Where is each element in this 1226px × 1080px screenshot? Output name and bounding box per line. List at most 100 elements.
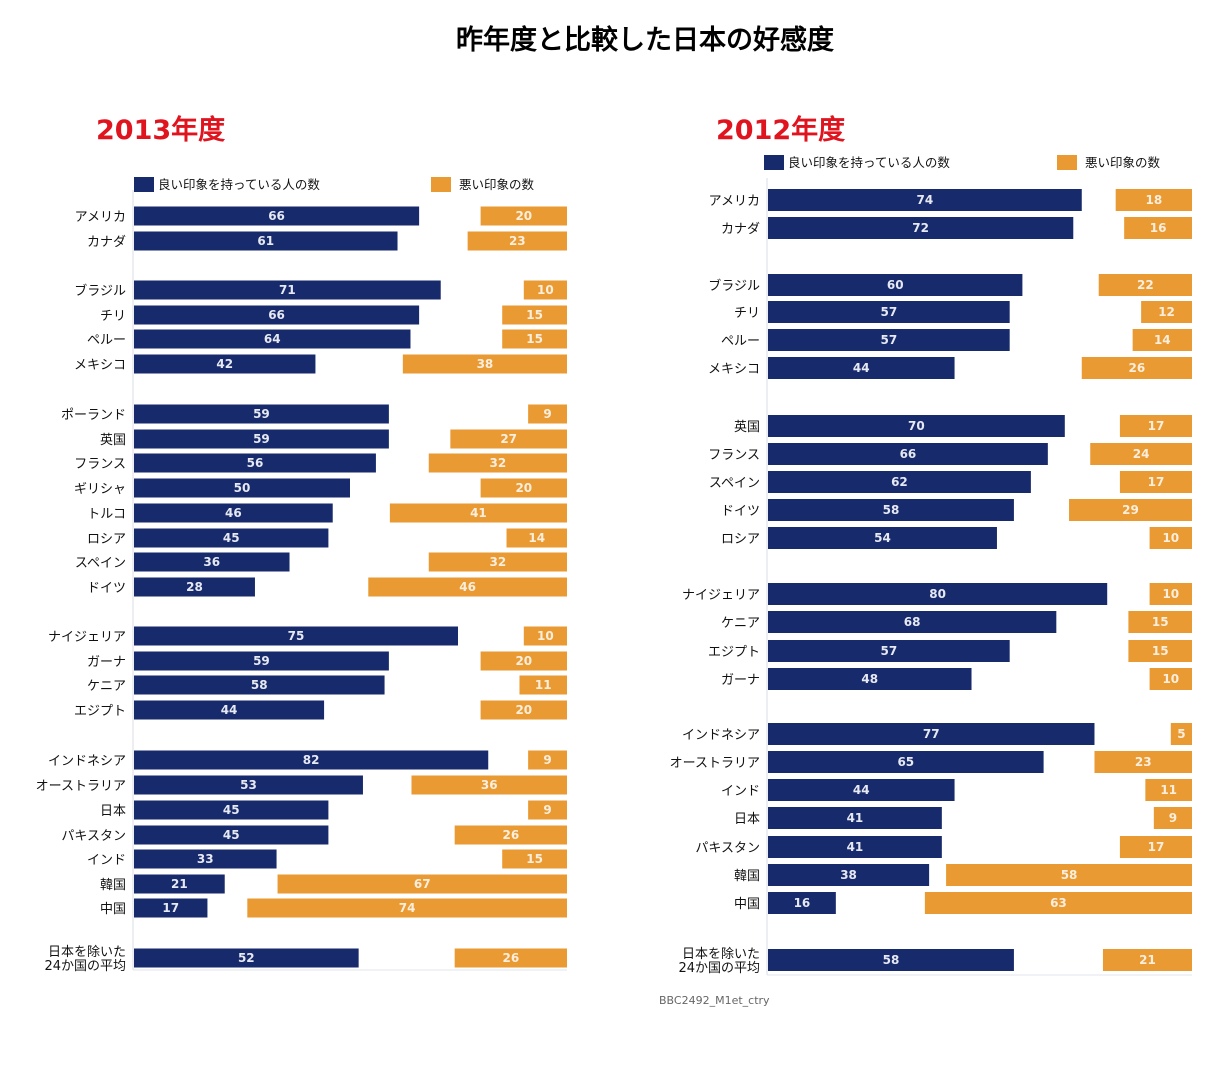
bar-negative (1090, 443, 1192, 465)
data-label-negative: 20 (515, 654, 532, 668)
data-label-positive: 48 (861, 672, 878, 686)
data-label-positive: 74 (917, 193, 934, 207)
bar-negative (1149, 583, 1192, 605)
bar-positive (134, 651, 389, 671)
category-label: スペイン (709, 476, 760, 491)
bar-positive (134, 478, 350, 498)
data-label-negative: 20 (515, 209, 532, 223)
category-label: エジプト (708, 645, 760, 660)
bar-negative (428, 552, 567, 572)
data-label-negative: 10 (537, 283, 554, 297)
bar-positive (768, 357, 955, 379)
data-label-positive: 59 (253, 654, 270, 668)
bar-positive (134, 825, 329, 845)
legend-swatch-negative (1057, 155, 1077, 170)
bar-negative (502, 329, 567, 349)
category-label: ペルー (87, 333, 126, 348)
bar-positive (768, 949, 1014, 971)
bar-positive (134, 626, 458, 646)
data-label-negative: 10 (1162, 672, 1179, 686)
data-label-positive: 54 (874, 531, 891, 545)
bar-positive (134, 503, 333, 523)
legend-label-positive: 良い印象を持っている人の数 (158, 177, 320, 192)
data-label-positive: 21 (171, 877, 188, 891)
data-label-positive: 44 (221, 703, 238, 717)
bar-negative (450, 429, 567, 449)
bar-positive (768, 443, 1048, 465)
data-label-negative: 23 (509, 234, 526, 248)
bar-positive (768, 611, 1057, 633)
data-label-negative: 10 (537, 629, 554, 643)
bar-positive (768, 583, 1108, 605)
data-label-positive: 62 (891, 475, 908, 489)
data-label-positive: 56 (247, 456, 264, 470)
category-label: ドイツ (87, 581, 126, 596)
category-label: 韓国 (734, 869, 760, 884)
bar-positive (134, 700, 325, 720)
bar-positive (134, 577, 255, 597)
data-label-positive: 72 (912, 221, 929, 235)
data-label-negative: 9 (543, 407, 551, 421)
bar-negative (506, 528, 567, 548)
category-label: ブラジル (708, 278, 760, 294)
bar-positive (134, 404, 389, 424)
data-label-positive: 53 (240, 778, 257, 792)
bar-positive (134, 898, 208, 918)
data-label-negative: 5 (1177, 727, 1185, 741)
bar-positive (134, 948, 359, 968)
data-label-positive: 80 (929, 587, 946, 601)
data-label-negative: 29 (1122, 503, 1139, 517)
data-label-positive: 33 (197, 852, 214, 866)
data-label-negative: 58 (1061, 868, 1078, 882)
bar-positive (134, 750, 489, 770)
data-label-negative: 36 (481, 778, 498, 792)
bar-negative (428, 453, 567, 473)
category-label: 日本を除いた 24か国の平均 (678, 947, 760, 976)
data-label-negative: 20 (515, 481, 532, 495)
data-label-positive: 59 (253, 432, 270, 446)
data-label-negative: 26 (1129, 361, 1146, 375)
data-label-negative: 18 (1145, 193, 1162, 207)
legend-swatch-positive (134, 177, 154, 192)
bar-negative (277, 874, 567, 894)
data-label-positive: 41 (847, 811, 864, 825)
bar-negative (1094, 751, 1192, 773)
category-label: ブラジル (74, 283, 126, 299)
data-label-negative: 16 (1150, 221, 1167, 235)
bar-positive (134, 552, 290, 572)
bar-negative (1081, 357, 1192, 379)
bar-negative (523, 280, 567, 300)
category-label: ドイツ (721, 504, 760, 519)
data-label-negative: 9 (543, 803, 551, 817)
bar-negative (1141, 301, 1192, 323)
bar-positive (768, 779, 955, 801)
data-label-negative: 15 (526, 332, 543, 346)
bar-positive (134, 429, 389, 449)
data-label-positive: 36 (203, 555, 220, 569)
category-label: 日本 (100, 804, 126, 819)
bar-positive (768, 640, 1010, 662)
category-label: スペイン (75, 556, 126, 571)
bar-positive (768, 217, 1074, 239)
bar-positive (134, 329, 411, 349)
bar-negative (502, 849, 567, 869)
data-label-positive: 41 (847, 840, 864, 854)
bar-positive (768, 499, 1014, 521)
data-label-negative: 17 (1148, 475, 1165, 489)
category-label: アメリカ (75, 210, 126, 225)
data-label-negative: 26 (502, 828, 519, 842)
legend-label-negative: 悪い印象の数 (459, 177, 535, 192)
bar-positive (768, 329, 1010, 351)
category-label: ケニア (721, 616, 760, 631)
data-label-negative: 14 (528, 531, 545, 545)
bar-positive (768, 274, 1023, 296)
data-label-negative: 67 (414, 877, 431, 891)
data-label-negative: 20 (515, 703, 532, 717)
data-label-positive: 58 (883, 503, 900, 517)
category-label: ペルー (721, 334, 760, 349)
bar-negative (467, 231, 567, 251)
bar-positive (768, 301, 1010, 323)
bar-positive (768, 836, 942, 858)
bar-negative (480, 478, 567, 498)
